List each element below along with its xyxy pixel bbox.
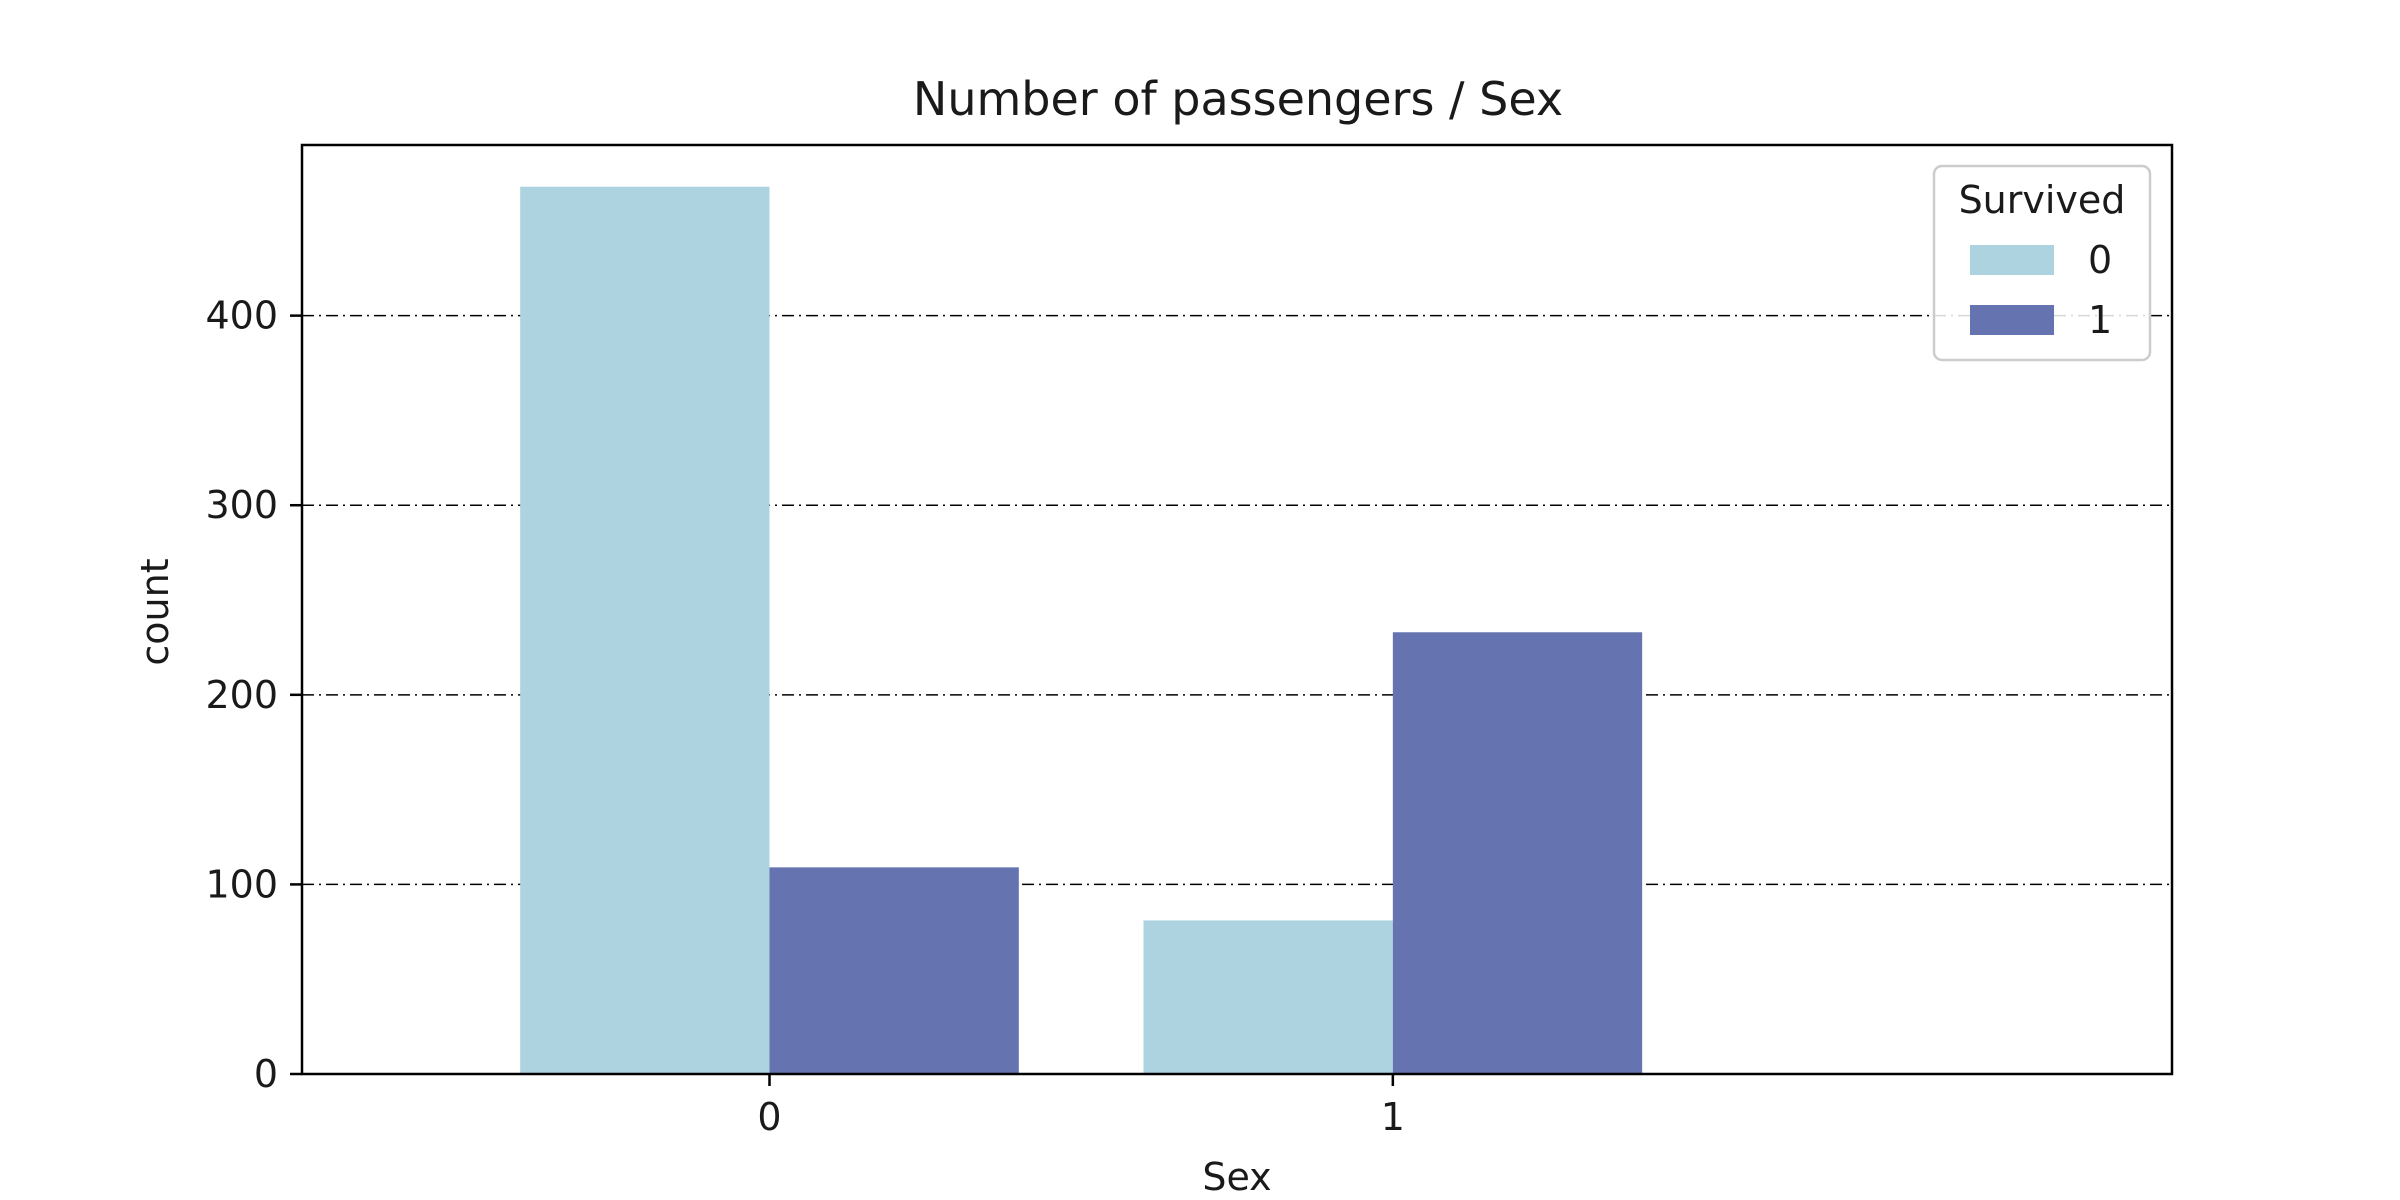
bar-series-0-cat-1 <box>1143 920 1393 1074</box>
legend-title: Survived <box>1959 178 2126 222</box>
bars <box>520 186 1643 1074</box>
legend-label-0: 0 <box>2088 238 2112 282</box>
y-tick-label: 200 <box>205 673 278 717</box>
y-tick-label: 400 <box>205 294 278 338</box>
bar-series-1-cat-1 <box>1392 632 1643 1074</box>
legend-swatch-1 <box>1970 305 2054 335</box>
bar-series-0-cat-0 <box>520 186 770 1074</box>
bar-series-1-cat-0 <box>769 867 1019 1074</box>
chart-title: Number of passengers / Sex <box>913 72 1563 126</box>
x-tick-label: 0 <box>757 1095 781 1139</box>
y-axis-label: count <box>133 558 177 665</box>
y-tick-label: 300 <box>205 483 278 527</box>
legend-swatch-0 <box>1970 245 2054 275</box>
y-axis-ticks: 0 100 200 300 400 <box>205 294 302 1096</box>
legend: Survived 0 1 <box>1932 164 2152 362</box>
x-axis-label: Sex <box>1202 1155 1271 1199</box>
x-tick-label: 1 <box>1381 1095 1405 1139</box>
legend-label-1: 1 <box>2088 298 2112 342</box>
y-tick-label: 0 <box>254 1052 278 1096</box>
y-tick-label: 100 <box>205 862 278 906</box>
plot-frame <box>300 143 2174 1076</box>
